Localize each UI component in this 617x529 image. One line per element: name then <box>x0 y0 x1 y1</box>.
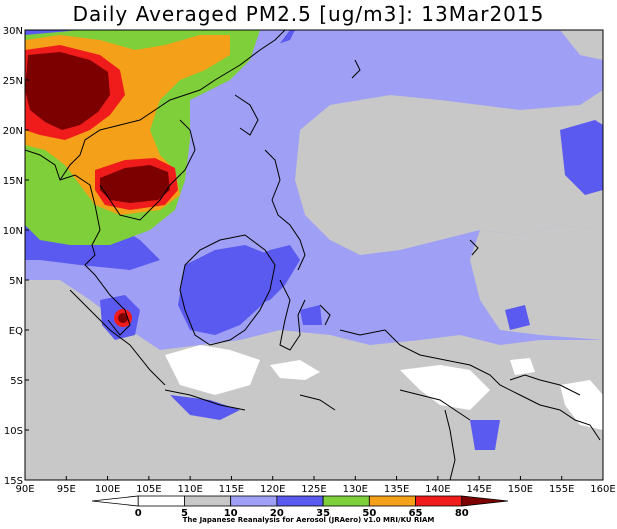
colorbar-level-label: 20 <box>270 508 284 519</box>
lon-tick-label: 105E <box>136 484 161 495</box>
lat-tick-label: 25N <box>3 76 23 87</box>
lon-tick-label: 120E <box>260 484 285 495</box>
lon-tick-label: 140E <box>425 484 450 495</box>
lon-tick-label: 145E <box>466 484 491 495</box>
lon-tick-label: 135E <box>384 484 409 495</box>
lat-tick-label: 5N <box>9 276 23 287</box>
colorbar-swatch <box>415 495 463 507</box>
lat-tick-label: 15S <box>4 476 23 487</box>
colorbar-swatch <box>322 495 370 507</box>
lon-tick-label: 90E <box>15 484 34 495</box>
colorbar-swatch <box>137 495 185 507</box>
lon-tick-label: 125E <box>301 484 326 495</box>
colorbar: 0 5 10 20 35 50 65 80 <box>91 495 509 519</box>
colorbar-level-label: 5 <box>181 508 188 519</box>
colorbar-level-label: 65 <box>409 508 423 519</box>
colorbar-swatch <box>276 495 324 507</box>
colorbar-level-label: 50 <box>362 508 376 519</box>
gray-region-south <box>25 280 603 480</box>
gray-region-central <box>295 90 603 255</box>
colorbar-level-label: 80 <box>455 508 469 519</box>
lat-tick-label: 20N <box>3 126 23 137</box>
colorbar-level-label: 0 <box>135 508 142 519</box>
lon-tick-label: 160E <box>590 484 615 495</box>
colorbar-swatch <box>184 495 232 507</box>
darkred-region-thailand <box>100 165 170 203</box>
colorbar-swatch <box>91 495 139 507</box>
colorbar-swatch <box>230 495 278 507</box>
darkred-region-burma <box>25 52 110 130</box>
lat-tick-label: 10S <box>4 426 23 437</box>
colorbar-level-label: 10 <box>224 508 238 519</box>
lon-tick-label: 130E <box>343 484 368 495</box>
coastlines <box>25 30 601 480</box>
lat-tick-label: 5S <box>10 376 23 387</box>
credit-text: The Japanese Reanalysis for Aerosol (JRA… <box>182 516 435 524</box>
colorbar-level-label: 35 <box>316 508 330 519</box>
lon-tick-label: 95E <box>57 484 76 495</box>
concentration-field <box>25 30 603 480</box>
lat-tick-label: 10N <box>3 226 23 237</box>
latitude-axis: 30N 25N 20N 15N 10N 5N EQ 5S 10S 15S <box>3 26 29 487</box>
lon-tick-label: 155E <box>549 484 574 495</box>
colorbar-swatch <box>461 495 509 507</box>
lat-tick-label: EQ <box>9 326 23 337</box>
lon-tick-label: 150E <box>508 484 533 495</box>
lon-tick-label: 100E <box>95 484 120 495</box>
longitude-axis: 90E 95E 100E 105E 110E 115E 120E 125E 130E 135E 14… <box>15 476 616 495</box>
colorbar-swatch <box>368 495 416 507</box>
map-title: Daily Averaged PM2.5 [ug/m3]: 13Mar2015 <box>72 2 545 26</box>
lon-tick-label: 115E <box>219 484 244 495</box>
lat-tick-label: 15N <box>3 176 23 187</box>
lat-tick-label: 30N <box>3 26 23 37</box>
lon-tick-label: 110E <box>177 484 202 495</box>
